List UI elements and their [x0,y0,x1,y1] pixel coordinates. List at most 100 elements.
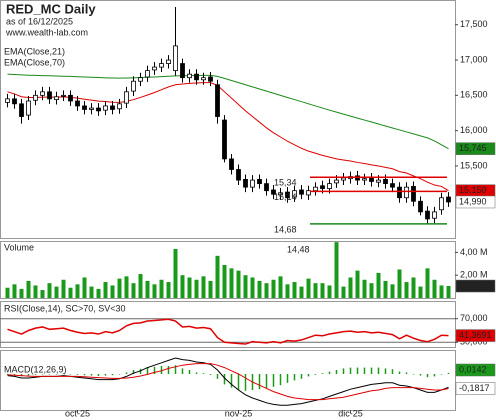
volume-bar [383,280,388,298]
histogram-bar [426,374,429,378]
candle-body [187,73,192,79]
histogram-bar [279,374,282,386]
volume-bar [54,286,59,298]
volume-bar [26,280,31,298]
panel-frame [0,301,456,348]
candle-body [383,178,388,185]
volume-bar [103,282,108,298]
value-label: 0,0142 [459,364,487,374]
panel-title: MACD(12,26,9) [4,364,67,374]
candle-body [166,59,171,64]
volume-bar [215,255,220,298]
histogram-bar [69,374,72,375]
value-label: 1,05 M [459,280,487,290]
volume-bar [229,268,234,298]
histogram-bar [195,372,198,374]
histogram-bar [6,374,9,375]
volume-bar [236,270,241,298]
candle-body [208,76,213,82]
volume-bar [425,268,430,298]
candle-body [425,210,430,220]
subtitle: as of 16/12/2025 [6,16,73,26]
histogram-bar [265,374,268,389]
panel-frame [0,350,456,411]
histogram-bar [202,373,205,374]
y-tick-label: 70,000 [460,313,488,323]
candle-body [131,80,136,92]
annotation: 14,48 [287,244,310,254]
volume-bar [96,288,101,298]
volume-bar [439,285,444,298]
candle-body [257,178,262,185]
volume-bar [341,286,346,298]
candle-body [341,177,346,181]
y-tick-label: 17,500 [460,19,488,29]
volume-bar [376,272,381,298]
histogram-bar [139,368,142,374]
histogram-bar [244,374,247,391]
candle-body [138,77,143,82]
candle-body [362,178,367,181]
candle-body [194,73,199,81]
histogram-bar [174,365,177,374]
volume-bar [446,286,451,298]
volume-bar [117,278,122,298]
volume-bar [47,283,52,298]
histogram-bar [321,373,324,374]
volume-bar [334,242,339,298]
histogram-bar [314,374,317,375]
volume-bar [194,279,199,298]
candle-body [320,185,325,189]
candle-body [201,77,206,81]
volume-bar [257,280,262,298]
volume-bar [348,277,353,298]
candle-body [243,178,248,188]
candle-body [12,98,17,105]
y-tick-label: 16,500 [460,90,488,100]
value-label: 15,150 [459,185,487,195]
histogram-bar [384,368,387,374]
volume-bar [12,284,17,298]
candle-body [33,94,38,101]
histogram-bar [328,371,331,374]
histogram-bar [447,372,450,374]
candle-body [180,63,185,79]
histogram-bar [363,367,366,374]
histogram-bar [160,366,163,374]
volume-bar [362,279,367,298]
volume-bar [411,277,416,298]
candle-body [215,84,220,117]
volume-bar [138,274,143,298]
candle-body [145,70,150,78]
candle-body [19,103,24,117]
candle-body [68,94,73,102]
histogram-bar [440,374,443,375]
histogram-bar [419,374,422,376]
level-label: 15,14 [274,192,297,202]
volume-bar [327,285,332,298]
candle-body [271,189,276,195]
candle-body [250,179,255,188]
x-tick-label: dic-25 [338,408,363,418]
value-label: 14,990 [459,196,487,206]
volume-bar [292,282,297,298]
histogram-bar [377,367,380,374]
candle-body [152,66,157,71]
volume-bar [208,280,213,298]
histogram-bar [118,374,121,375]
volume-bar [159,279,164,298]
candle-body [89,107,94,110]
histogram-bar [342,368,345,374]
value-box [455,382,496,395]
histogram-bar [146,367,149,374]
volume-bar [355,270,360,298]
candle-body [159,63,164,68]
panel-title: Volume [4,242,34,252]
value-label: 15,745 [459,143,487,153]
volume-bar [320,283,325,298]
candle-body [26,100,31,116]
candle-body [376,179,381,183]
histogram-bar [34,374,37,375]
candle-body [313,186,318,192]
